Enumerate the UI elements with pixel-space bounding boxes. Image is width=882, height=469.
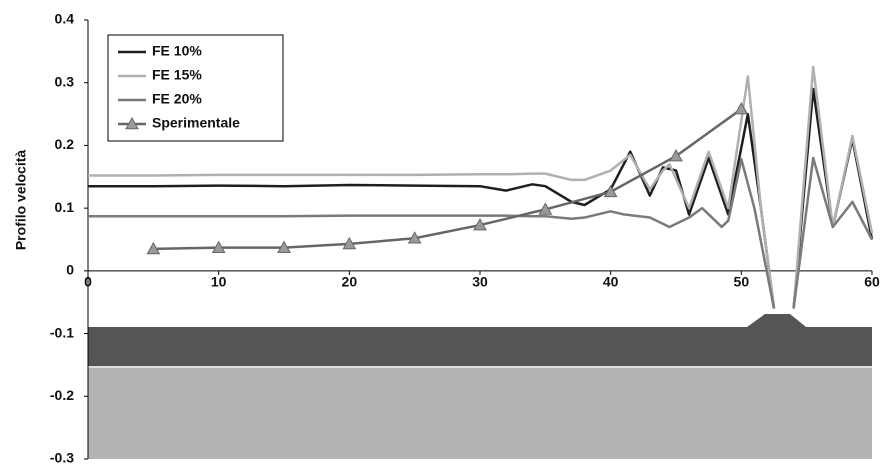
y-tick-label: -0.2 bbox=[50, 387, 74, 403]
x-tick-label: 60 bbox=[864, 274, 880, 290]
y-tick-label: -0.1 bbox=[50, 324, 74, 340]
ground-dark bbox=[88, 327, 872, 367]
y-tick-label: 0.1 bbox=[55, 199, 75, 215]
legend-label: FE 20% bbox=[152, 91, 202, 107]
x-tick-label: 10 bbox=[211, 274, 227, 290]
x-tick-label: 50 bbox=[734, 274, 750, 290]
chart: Profilo velocità 0.4 0.3 0.2 0.1 0 -0.1 -0.2 -0… bbox=[0, 0, 882, 464]
page: {"chart_data": {"type": "line", "y_label… bbox=[0, 0, 882, 469]
x-tick-label: 30 bbox=[472, 274, 488, 290]
marker bbox=[735, 103, 747, 114]
legend-label: Sperimentale bbox=[152, 115, 240, 131]
y-tick-label: 0.4 bbox=[55, 11, 75, 27]
obstacle bbox=[747, 314, 806, 327]
y-tick-label: -0.3 bbox=[50, 450, 74, 464]
y-tick-label: 0.3 bbox=[55, 73, 75, 89]
y-tick-label: 0.2 bbox=[55, 136, 75, 152]
legend-label: FE 10% bbox=[152, 43, 202, 59]
y-axis-label: Profilo velocità bbox=[13, 150, 29, 251]
x-tick-label: 40 bbox=[603, 274, 619, 290]
legend-label: FE 15% bbox=[152, 67, 202, 83]
y-tick-label: 0 bbox=[66, 262, 74, 278]
ground-light bbox=[88, 367, 872, 459]
x-tick-label: 20 bbox=[342, 274, 358, 290]
x-tick-label: 0 bbox=[84, 274, 92, 290]
